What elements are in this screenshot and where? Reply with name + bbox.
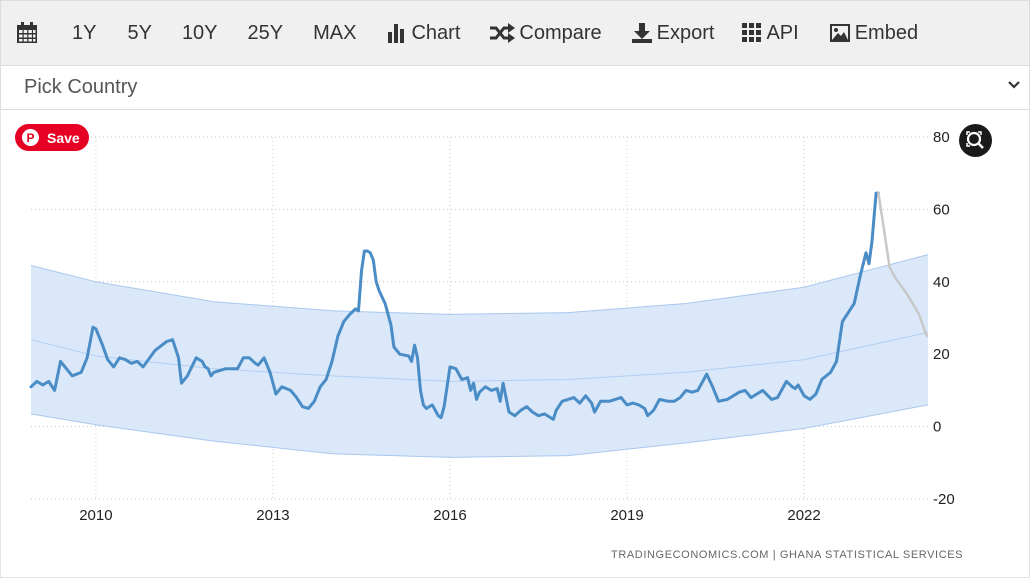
x-tick-label: 2010 (79, 507, 112, 524)
country-picker-label: Pick Country (24, 76, 138, 98)
pinterest-save-button[interactable]: P Save (15, 124, 89, 151)
series (29, 191, 929, 421)
range-1y-button[interactable]: 1Y (72, 1, 96, 65)
range-5y-label: 5Y (127, 21, 152, 44)
shuffle-icon (490, 23, 516, 43)
chevron-down-icon (1008, 81, 1020, 89)
range-1y-label: 1Y (72, 21, 97, 44)
range-10y-label: 10Y (181, 21, 218, 44)
band-lower-edge (30, 404, 929, 458)
save-label: Save (47, 129, 80, 146)
export-button[interactable]: Export (631, 1, 715, 65)
x-tick-label: 2016 (433, 507, 466, 524)
chart-credits: TRADINGECONOMICS.COM | GHANA STATISTICAL… (611, 549, 964, 561)
range-25y-button[interactable]: 25Y (248, 1, 284, 65)
grid-icon (742, 23, 762, 42)
y-tick-label: 20 (933, 346, 950, 363)
band-area (31, 254, 928, 458)
y-axis-ticks: 80 60 40 20 0 -20 (933, 129, 955, 508)
embed-button[interactable]: Embed (829, 1, 918, 65)
chart-type-label: Chart (411, 21, 461, 44)
zoom-button[interactable] (959, 124, 992, 157)
x-tick-label: 2013 (256, 507, 289, 524)
x-tick-label: 2022 (787, 507, 820, 524)
y-tick-label: 60 (933, 201, 950, 218)
calendar-icon (17, 22, 37, 43)
series-line (29, 191, 880, 421)
api-label: API (766, 21, 799, 44)
y-tick-label: 0 (933, 419, 941, 436)
range-25y-label: 25Y (247, 21, 284, 44)
calendar-button[interactable] (16, 1, 42, 65)
range-5y-button[interactable]: 5Y (127, 1, 151, 65)
band-upper-edge (30, 254, 929, 315)
x-tick-label: 2019 (610, 507, 643, 524)
forecast-line (877, 191, 929, 338)
x-axis-ticks: 2010 2013 2016 2019 2022 (79, 507, 821, 524)
compare-label: Compare (519, 21, 602, 44)
forecast-band (30, 254, 929, 458)
image-icon (829, 24, 850, 42)
y-tick-label: -20 (933, 491, 955, 508)
api-button[interactable]: API (742, 1, 799, 65)
range-10y-button[interactable]: 10Y (182, 1, 218, 65)
inflation-chart: 80 60 40 20 0 -20 2010 2013 2016 2019 2022 (29, 129, 955, 524)
country-picker[interactable]: Pick Country (0, 66, 1030, 110)
bar-chart-icon (388, 24, 405, 43)
pinterest-icon: P (22, 129, 39, 146)
y-tick-label: 80 (933, 129, 950, 146)
zoom-icon (966, 131, 984, 149)
export-label: Export (656, 21, 715, 44)
chart-type-button[interactable]: Chart (387, 1, 460, 65)
range-max-button[interactable]: MAX (313, 1, 356, 65)
y-tick-label: 40 (933, 274, 950, 291)
toolbar: 1Y 5Y 10Y 25Y MAX Chart Compare Export (0, 0, 1030, 66)
band-center-line (30, 332, 929, 382)
embed-label: Embed (854, 21, 919, 44)
download-icon (631, 23, 652, 43)
compare-button[interactable]: Compare (489, 1, 602, 65)
range-max-label: MAX (313, 21, 357, 44)
